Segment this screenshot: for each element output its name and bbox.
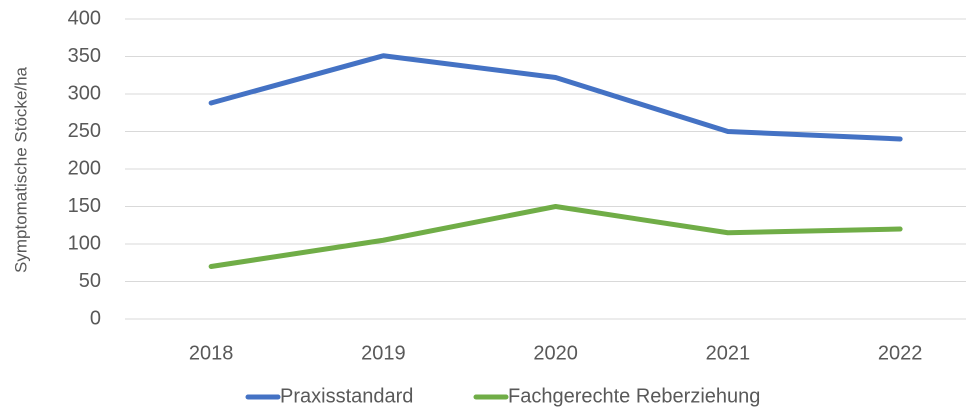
y-tick-label: 200 xyxy=(68,157,101,179)
x-tick-label: 2019 xyxy=(361,342,406,364)
x-tick-label: 2020 xyxy=(533,342,578,364)
y-tick-label: 350 xyxy=(68,45,101,67)
y-axis-label: Symptomatische Stöcke/ha xyxy=(11,66,30,273)
y-tick-label: 0 xyxy=(90,307,101,329)
x-tick-label: 2022 xyxy=(878,342,923,364)
legend-label: Praxisstandard xyxy=(280,385,413,407)
series-line xyxy=(208,204,903,269)
y-tick-label: 250 xyxy=(68,120,101,142)
x-tick-label: 2021 xyxy=(706,342,751,364)
y-tick-label: 50 xyxy=(79,270,101,292)
y-tick-label: 150 xyxy=(68,195,101,217)
x-tick-label: 2018 xyxy=(189,342,234,364)
y-tick-label: 300 xyxy=(68,82,101,104)
legend-label: Fachgerechte Reberziehung xyxy=(508,385,760,407)
series-line xyxy=(208,53,903,142)
y-tick-label: 100 xyxy=(68,232,101,254)
y-tick-label: 400 xyxy=(68,7,101,29)
